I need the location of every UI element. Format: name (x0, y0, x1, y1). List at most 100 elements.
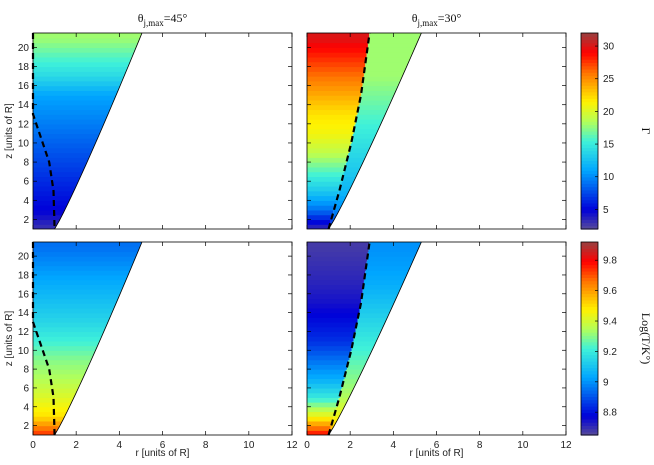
colorbar-segment (581, 431, 598, 436)
heatmap-band (33, 152, 142, 158)
heatmap-band-outer (360, 95, 422, 101)
colorbar-segment (581, 361, 598, 365)
colorbar-segment (581, 309, 598, 314)
colorbar-segment (581, 402, 598, 407)
colorbar-segment (581, 173, 598, 178)
heatmap-band-outer (365, 56, 422, 63)
heatmap-band-inner (307, 406, 337, 413)
heatmap-band-inner (307, 425, 331, 431)
heatmap-band (33, 33, 142, 39)
y-tick-label: 16 (18, 81, 30, 92)
heatmap-band (33, 354, 142, 361)
heatmap-band-inner (307, 331, 355, 337)
heatmap-band (33, 383, 142, 389)
heatmap-band-inner (307, 109, 358, 115)
panel-title: θj,max=30° (412, 11, 462, 28)
outer-boundary-line (328, 241, 422, 436)
heatmap-band-outer (368, 246, 422, 253)
colorbar-segment (581, 121, 598, 126)
heatmap-band (33, 56, 142, 63)
heatmap-band (33, 205, 142, 211)
heatmap-band-outer (365, 270, 422, 276)
colorbar-segment (581, 293, 598, 298)
colorbar-segment (581, 393, 598, 397)
heatmap-band (33, 133, 142, 139)
heatmap-band-outer (337, 402, 422, 408)
colorbar-logT: 8.8 9 9.2 9.4 9.6 9.8 Log(T/K°) (580, 241, 653, 436)
heatmap-band-outer (357, 317, 422, 323)
heatmap-band-outer (355, 119, 422, 125)
heatmap-band (33, 331, 142, 337)
heatmap-band-outer (334, 411, 422, 417)
colorbar-segment (581, 409, 598, 414)
heatmap-band-inner (307, 411, 335, 417)
heatmap-band-outer (362, 80, 422, 87)
x-tick-label: 8 (203, 440, 209, 451)
colorbar-segment (581, 206, 598, 210)
x-tick-label: 10 (517, 440, 529, 451)
heatmap-band-inner (307, 71, 364, 77)
heatmap-band (33, 185, 142, 192)
heatmap-band-outer (336, 406, 422, 413)
dashed-boundary-line (31, 242, 56, 436)
heatmap-band-outer (359, 307, 422, 314)
heatmap-band-inner (307, 85, 362, 91)
y-tick-label: 12 (18, 119, 30, 130)
heatmap-band-inner (307, 185, 340, 192)
heatmap-band (33, 42, 142, 48)
heatmap-band (33, 326, 142, 333)
heatmap-band (33, 104, 142, 111)
heatmap-band-inner (307, 392, 340, 398)
y-tick-label: 18 (18, 62, 30, 73)
heatmap-band (33, 270, 142, 276)
colorbar-segment (581, 114, 598, 119)
colorbar-segment (581, 386, 598, 391)
colorbar-tick-label: 25 (603, 74, 615, 85)
heatmap-band-inner (307, 147, 350, 154)
colorbar-segment (581, 62, 598, 67)
colorbar-segment (581, 212, 598, 217)
colorbar-segment (581, 383, 598, 388)
heatmap-band (33, 284, 142, 290)
colorbar-segment (581, 55, 598, 60)
heatmap-band-inner (307, 364, 348, 370)
heatmap-band-outer (349, 147, 422, 154)
colorbar-segment (581, 104, 598, 109)
panel-title: θj,max=45° (138, 11, 188, 28)
colorbar-segment (581, 425, 598, 430)
colorbar-segment (581, 36, 598, 41)
y-tick-label: 18 (18, 270, 30, 281)
colorbar-segment (581, 348, 598, 352)
heatmap-band-inner (307, 114, 357, 120)
colorbar-segment (581, 277, 598, 282)
colorbar-segment (581, 101, 598, 106)
heatmap-band-inner (307, 142, 351, 149)
heatmap-band-inner (307, 359, 349, 365)
heatmap-band-inner (307, 224, 330, 229)
heatmap-band (33, 181, 142, 187)
heatmap-band-outer (361, 293, 422, 300)
colorbar-tick-label: 9.2 (603, 347, 617, 358)
heatmap-band (33, 289, 142, 295)
heatmap-band-inner (307, 33, 370, 39)
heatmap-band (33, 162, 142, 168)
y-tick-label: 8 (23, 158, 29, 169)
x-tick-label: 2 (347, 440, 353, 451)
colorbar-segment (581, 88, 598, 93)
heatmap-band-outer (341, 387, 422, 394)
heatmap-band (33, 406, 142, 413)
colorbar-segment (581, 322, 598, 327)
heatmap-band-inner (307, 274, 365, 281)
heatmap-band (33, 350, 142, 356)
colorbar-segment (581, 42, 598, 47)
panel-top-left: 2 4 6 8 10 12 14 16 18 20 z [units of R] θj,max=45° (4, 11, 293, 230)
heatmap-band-inner (307, 52, 367, 58)
colorbar-segment (581, 351, 598, 356)
heatmap-band-inner (307, 307, 360, 314)
heatmap-band-outer (360, 303, 422, 309)
heatmap-band-outer (365, 265, 422, 271)
colorbar-segment (581, 290, 598, 295)
y-tick-label: 4 (23, 402, 29, 413)
heatmap-band-outer (359, 99, 422, 106)
